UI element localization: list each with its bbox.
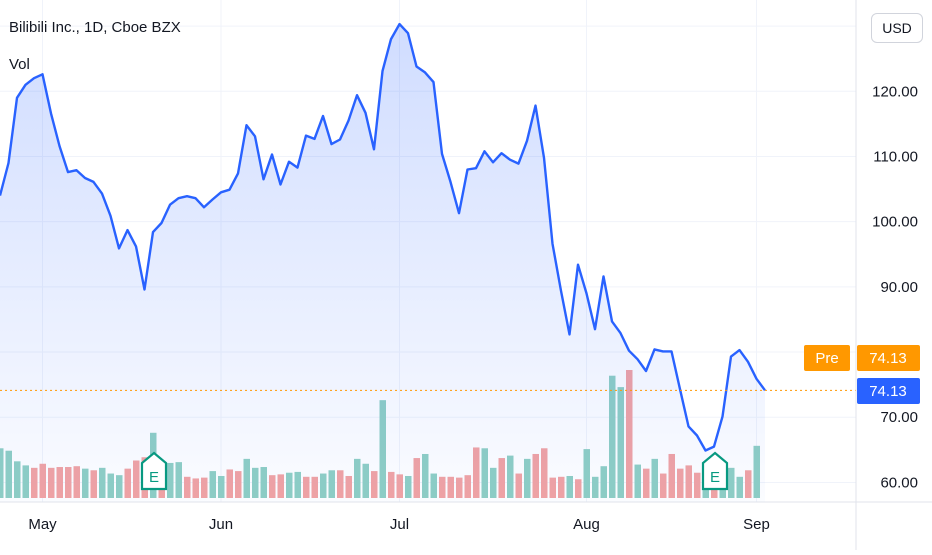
pre-price: 74.13: [869, 350, 907, 367]
currency-button[interactable]: USD: [871, 13, 923, 43]
x-tick-label: Jul: [390, 516, 409, 533]
earnings-marker[interactable]: E: [140, 451, 168, 491]
price-line: [0, 22, 766, 452]
earnings-badge-shape: [140, 451, 168, 491]
x-tick-label: Sep: [743, 516, 770, 533]
y-tick-label: 110.00: [873, 148, 918, 165]
y-tick-label: 70.00: [880, 409, 918, 426]
price-area-fill: [0, 24, 765, 502]
time-axis[interactable]: May Jun Jul Aug Sep: [28, 516, 770, 533]
earnings-marker[interactable]: E: [701, 451, 729, 491]
symbol-title: Bilibili Inc., 1D, Cboe BZX: [9, 19, 181, 36]
y-tick-label: 100.00: [872, 214, 918, 231]
earnings-badge-shape: [701, 451, 729, 491]
x-tick-label: Aug: [573, 516, 600, 533]
last-price: 74.13: [869, 383, 907, 400]
pre-market-badge: Pre 74.13: [804, 345, 920, 371]
pre-label: Pre: [815, 350, 838, 367]
earnings-letter: E: [710, 469, 720, 486]
x-tick-label: May: [28, 516, 57, 533]
price-axis[interactable]: 60.0070.0080.0090.00100.00110.00120.0013…: [872, 18, 918, 491]
y-tick-label: 120.00: [872, 83, 918, 100]
y-tick-label: 90.00: [880, 279, 918, 296]
earnings-letter: E: [149, 469, 159, 486]
y-tick-label: 60.00: [880, 474, 918, 491]
last-price-badge: 74.13: [857, 378, 920, 404]
volume-legend-label: Vol: [9, 56, 30, 73]
x-tick-label: Jun: [209, 516, 233, 533]
